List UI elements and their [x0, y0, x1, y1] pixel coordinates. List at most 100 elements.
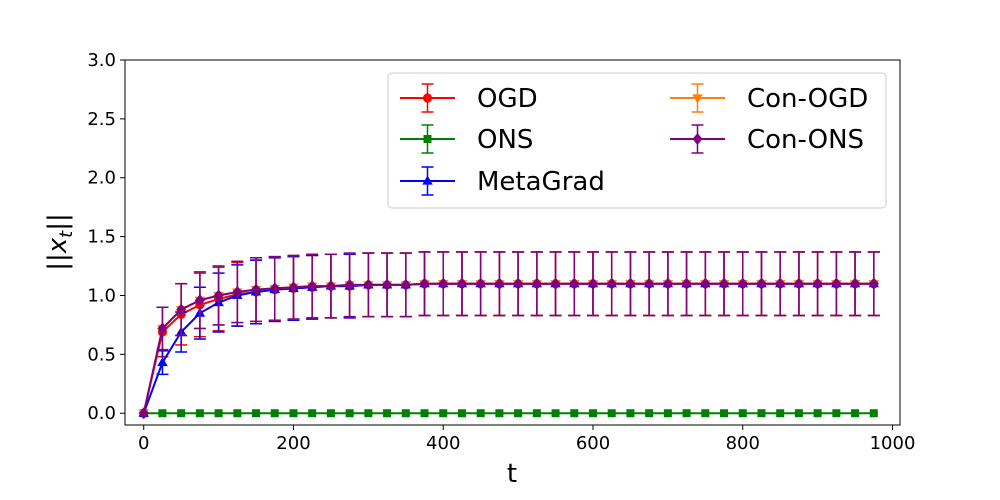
data-point: [439, 409, 448, 418]
legend-label: MetaGrad: [477, 167, 605, 197]
data-point: [214, 409, 223, 418]
data-point: [400, 278, 411, 291]
data-point: [325, 280, 336, 293]
data-point: [363, 278, 374, 291]
data-point: [345, 409, 354, 418]
data-point: [494, 277, 505, 290]
data-point: [569, 277, 580, 290]
data-point: [401, 409, 410, 418]
data-point: [701, 409, 710, 418]
data-point: [495, 409, 504, 418]
data-point: [775, 277, 786, 290]
data-point: [625, 277, 636, 290]
data-point: [757, 409, 766, 418]
legend-entry-con-ons: Con-ONS: [670, 124, 864, 155]
y-tick-label: 1.0: [87, 285, 116, 306]
data-point: [326, 409, 335, 418]
data-point: [382, 278, 393, 291]
data-point: [681, 277, 692, 290]
data-point: [682, 409, 691, 418]
data-point: [756, 277, 767, 290]
data-point: [550, 277, 561, 290]
data-point: [793, 277, 804, 290]
data-point: [588, 409, 597, 418]
data-point: [269, 282, 280, 295]
legend-label: ONS: [477, 125, 533, 155]
legend: OGD ONS MetaGrad Con-OGD Con-ONS: [387, 72, 887, 209]
data-point: [850, 277, 861, 290]
x-tick-label: 1000: [870, 433, 916, 454]
data-point: [233, 409, 242, 418]
data-point: [213, 289, 224, 302]
data-point: [420, 409, 429, 418]
legend-marker: [422, 93, 433, 103]
data-point: [457, 409, 466, 418]
legend-label: OGD: [477, 84, 538, 114]
data-point: [607, 409, 616, 418]
series-con-ons: [138, 251, 880, 420]
x-tick-label: 800: [726, 433, 760, 454]
plot-frame: [124, 59, 901, 426]
legend-marker: [423, 135, 432, 143]
data-point: [776, 409, 785, 418]
data-point: [832, 409, 841, 418]
data-point: [719, 277, 730, 290]
data-point: [157, 322, 168, 335]
data-point: [513, 277, 524, 290]
data-point: [177, 409, 186, 418]
x-tick-label: 600: [576, 433, 610, 454]
data-point: [700, 277, 711, 290]
data-point: [794, 409, 803, 418]
y-tick-label: 1.5: [87, 227, 116, 248]
data-point: [663, 409, 672, 418]
data-point: [138, 407, 149, 420]
data-point: [158, 409, 167, 418]
data-point: [644, 277, 655, 290]
data-point: [587, 277, 598, 290]
x-tick-label: 0: [138, 433, 149, 454]
data-point: [288, 281, 299, 294]
series-line: [142, 282, 874, 414]
legend-entry-ons: ONS: [400, 124, 533, 155]
data-point: [194, 294, 205, 307]
series-layer: [138, 251, 880, 420]
y-tick-label: 0.5: [87, 344, 116, 365]
data-point: [626, 409, 635, 418]
data-point: [813, 409, 822, 418]
y-axis-label: ||xt||: [43, 213, 77, 271]
data-point: [307, 280, 318, 293]
legend-marker: [422, 175, 433, 185]
data-point: [869, 409, 878, 418]
data-point: [251, 283, 262, 296]
data-point: [252, 409, 261, 418]
y-ticks: 0.0 0.5 1.0 1.5 2.0 2.5 3.0: [87, 50, 125, 424]
data-point: [531, 277, 542, 290]
data-point: [645, 409, 654, 418]
legend-label: Con-OGD: [747, 84, 868, 114]
y-tick-label: 2.5: [87, 109, 116, 130]
data-point: [812, 277, 823, 290]
data-point: [570, 409, 579, 418]
y-tick-label: 3.0: [87, 50, 116, 71]
legend-entry-con-ogd: Con-OGD: [670, 83, 868, 114]
x-ticks: 0 200 400 600 800 1000: [138, 425, 915, 454]
data-point: [456, 277, 467, 290]
data-point: [475, 277, 486, 290]
data-point: [176, 303, 187, 316]
data-point: [383, 409, 392, 418]
data-point: [308, 409, 317, 418]
data-point: [662, 277, 673, 290]
data-point: [419, 277, 430, 290]
data-point: [551, 409, 560, 418]
data-point: [606, 277, 617, 290]
data-point: [851, 409, 860, 418]
x-axis-label: t: [507, 459, 517, 489]
data-point: [737, 277, 748, 290]
data-point: [738, 409, 747, 418]
data-point: [364, 409, 373, 418]
data-point: [514, 409, 523, 418]
legend-marker: [692, 94, 703, 104]
data-point: [195, 409, 204, 418]
legend-entry-ogd: OGD: [400, 83, 538, 114]
